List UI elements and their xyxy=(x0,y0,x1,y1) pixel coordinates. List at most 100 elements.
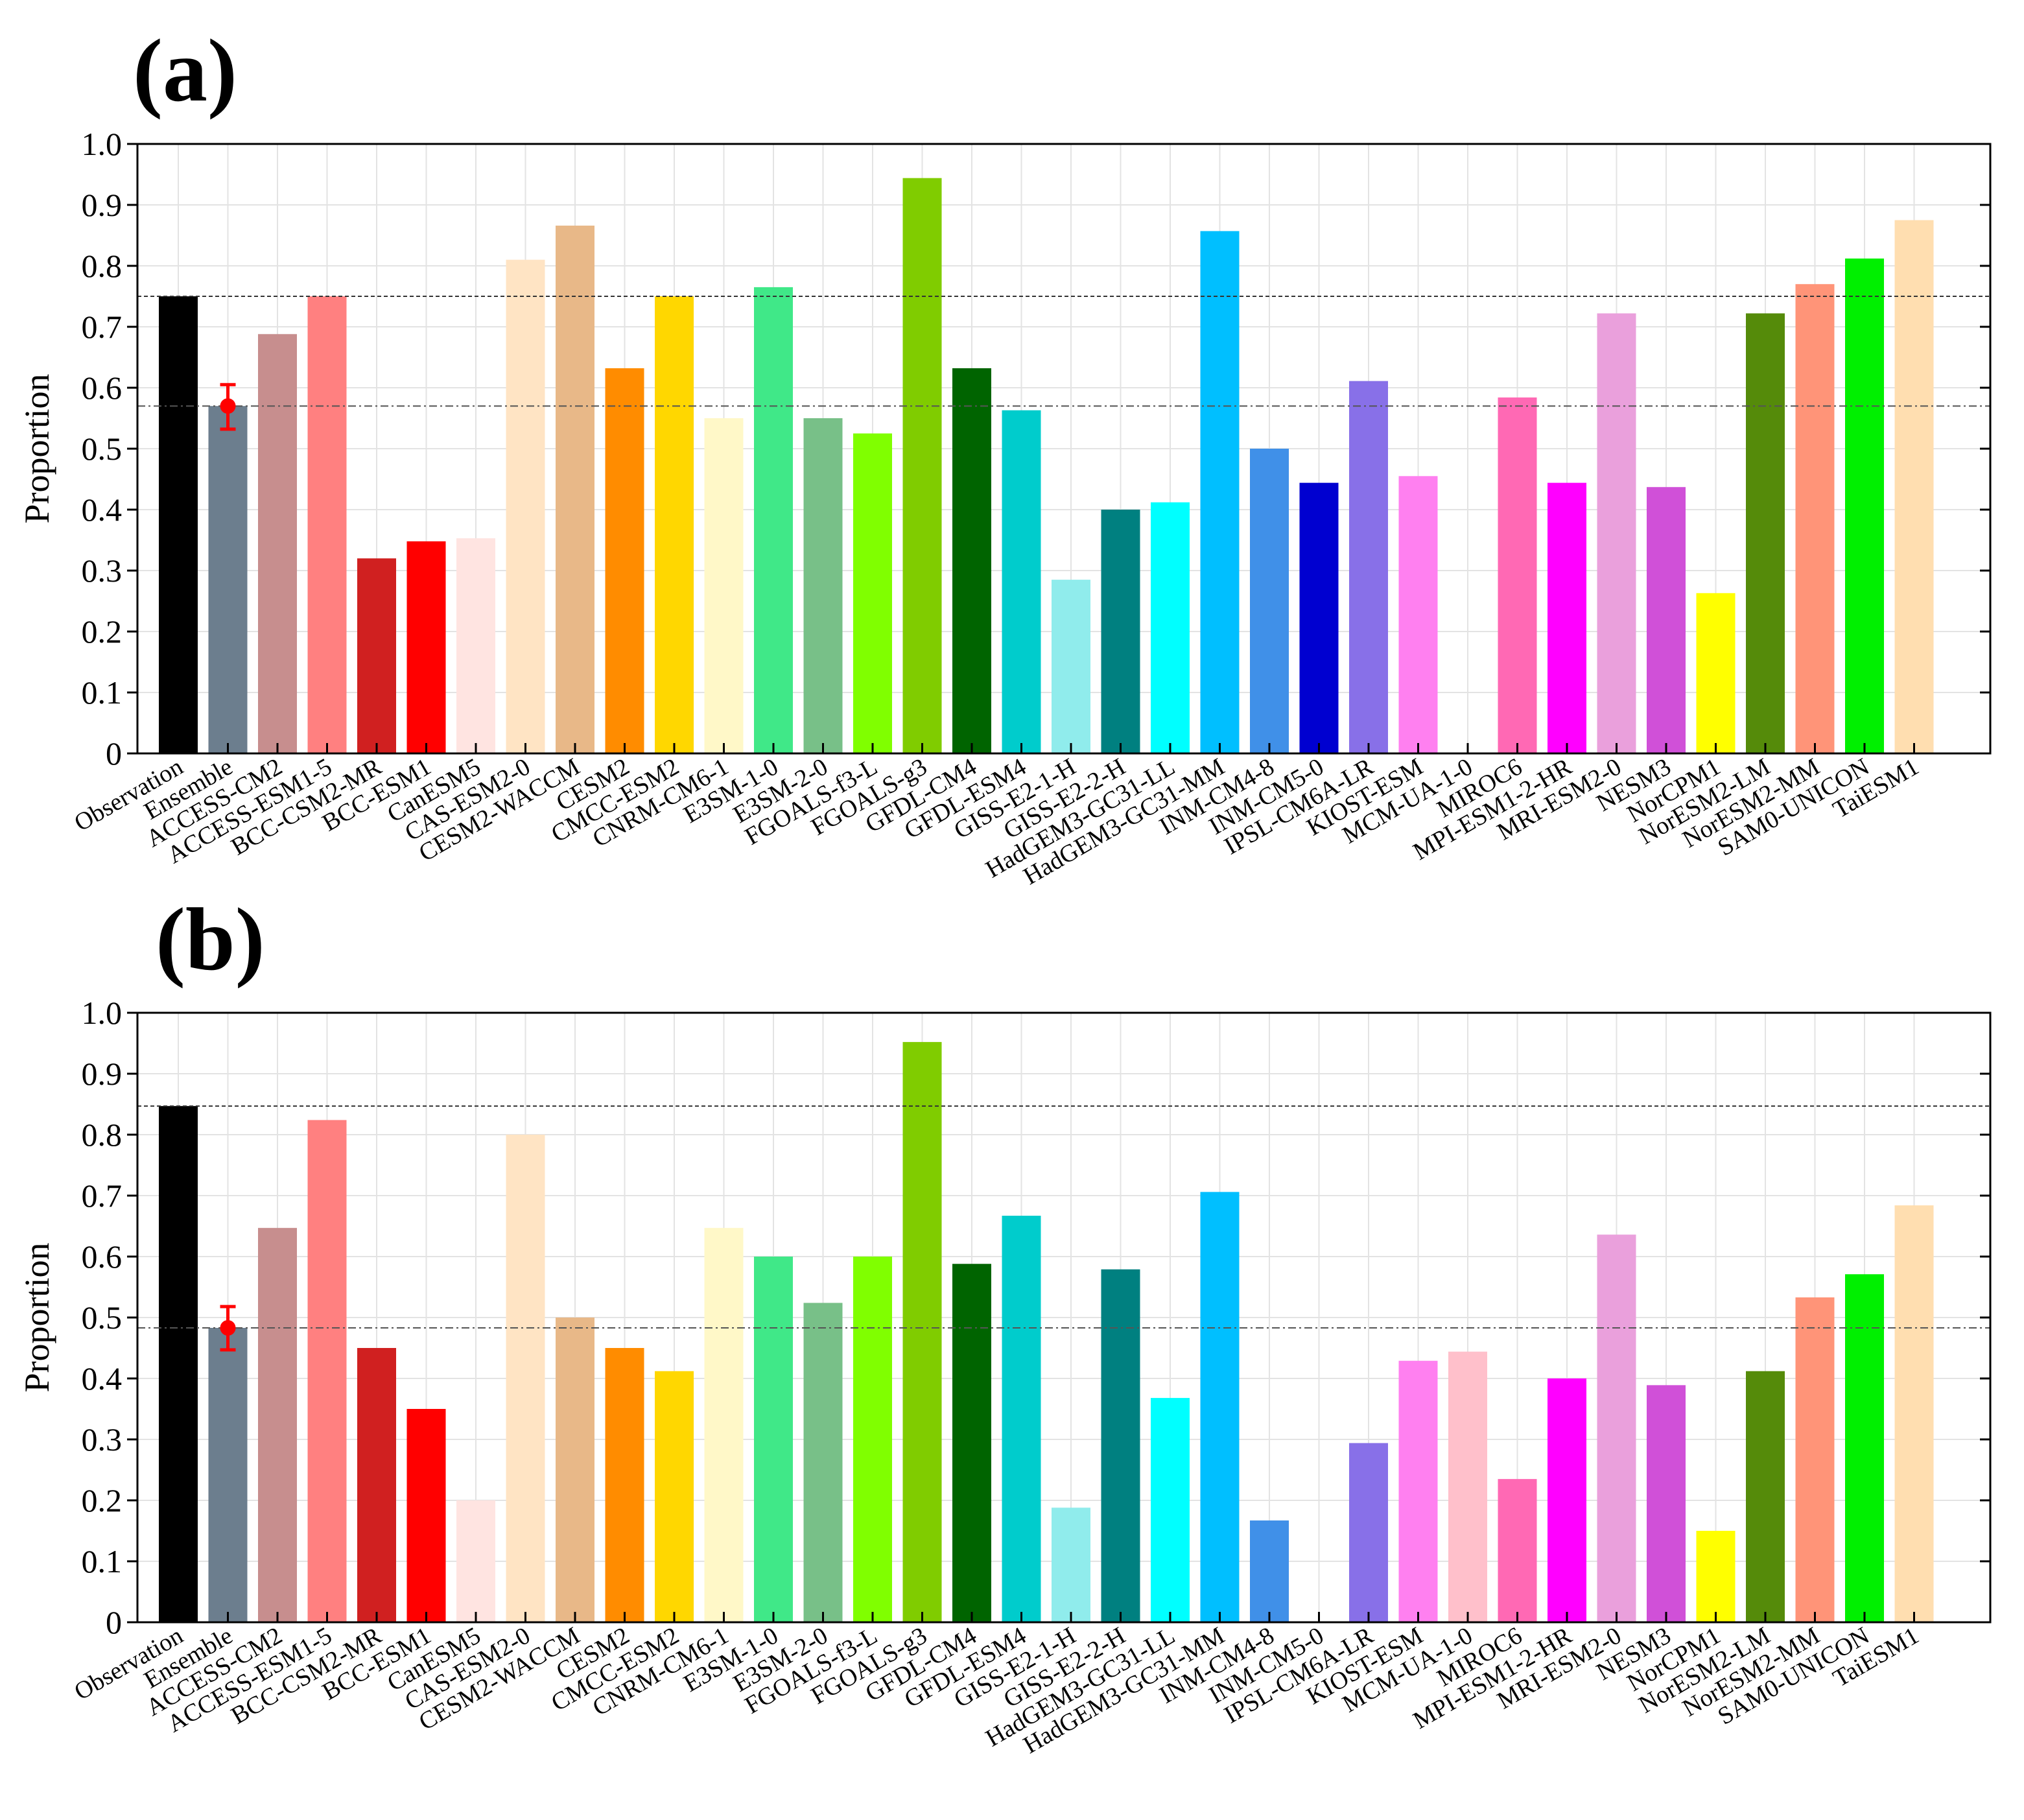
bar-ipsl-cm6a-lr xyxy=(1349,381,1388,753)
panel-label: (b) xyxy=(156,890,265,989)
chart-panel-b: (b) Proportion 0 0.1 0.2 0.3 0.4 0.5 0.6 0.7 0.8… xyxy=(18,890,1992,1759)
y-tick-label: 0 xyxy=(106,1604,122,1640)
y-tick-label: 0.8 xyxy=(82,1117,123,1153)
plot-frame xyxy=(136,143,1992,755)
bar-gfdl-cm4 xyxy=(952,368,991,753)
bar-cmcc-esm2 xyxy=(655,296,694,753)
y-tick-label: 0 xyxy=(106,735,122,772)
bar-nesm3 xyxy=(1647,487,1686,753)
bar-observation xyxy=(159,296,198,753)
bar-noresm2-lm xyxy=(1746,1371,1785,1622)
y-tick-label: 0.2 xyxy=(82,1482,123,1519)
y-tick-label: 0.7 xyxy=(82,309,123,345)
bar-cas-esm2-0 xyxy=(506,1135,545,1622)
bar-gfdl-esm4 xyxy=(1002,1216,1041,1622)
bar-ensemble xyxy=(208,1327,248,1622)
chart-panel-a: (a) Proportion 0 0.1 0.2 0.3 0.4 0.5 0.6 0.7 0.8… xyxy=(18,21,1992,890)
bar-mri-esm2-0 xyxy=(1597,313,1636,753)
bar-nesm3 xyxy=(1647,1385,1686,1622)
bar-noresm2-mm xyxy=(1795,1297,1835,1622)
bar-sam0-unicon xyxy=(1845,1274,1884,1622)
bar-cesm2-waccm xyxy=(556,1318,594,1622)
y-tick-label: 0.8 xyxy=(82,248,123,284)
bar-bcc-esm1 xyxy=(406,1409,446,1622)
bar-cmcc-esm2 xyxy=(655,1371,694,1622)
bar-gfdl-esm4 xyxy=(1002,410,1041,753)
bar-norcpm1 xyxy=(1696,1531,1736,1622)
bar-fgoals-g3 xyxy=(902,1042,942,1622)
bar-giss-e2-2-h xyxy=(1101,1269,1140,1622)
bar-cesm2-waccm xyxy=(556,225,594,754)
bar-miroc6 xyxy=(1498,1479,1537,1622)
y-tick-label: 0.9 xyxy=(82,1056,123,1092)
y-tick-label: 0.6 xyxy=(82,1238,123,1275)
bar-canesm5 xyxy=(456,1500,495,1622)
error-bar-center-point xyxy=(220,1319,236,1336)
bar-access-esm1-5 xyxy=(307,1120,347,1622)
bar-miroc6 xyxy=(1498,397,1537,753)
bar-cnrm-cm6-1 xyxy=(704,418,744,753)
bar-fgoals-g3 xyxy=(902,178,942,753)
y-tick-label: 0.4 xyxy=(82,491,123,528)
bar-giss-e2-1-h xyxy=(1052,580,1090,753)
bar-mpi-esm1-2-hr xyxy=(1547,1378,1586,1622)
bar-hadgem3-gc31-mm xyxy=(1200,1192,1240,1622)
y-tick-label: 0.5 xyxy=(82,431,123,467)
y-tick-label: 0.1 xyxy=(82,674,123,711)
y-tick-label: 0.4 xyxy=(82,1360,123,1397)
bar-canesm5 xyxy=(456,538,495,753)
bar-mri-esm2-0 xyxy=(1597,1235,1636,1622)
bar-kiost-esm xyxy=(1398,1360,1438,1622)
bar-inm-cm4-8 xyxy=(1250,1520,1289,1622)
bar-observation xyxy=(159,1105,198,1622)
bar-kiost-esm xyxy=(1398,476,1438,753)
bar-giss-e2-2-h xyxy=(1101,510,1140,753)
y-tick-label: 0.5 xyxy=(82,1299,123,1336)
bar-hadgem3-gc31-mm xyxy=(1200,231,1240,753)
y-tick-label: 1.0 xyxy=(82,126,123,162)
bar-mpi-esm1-2-hr xyxy=(1547,482,1586,753)
bar-cesm2 xyxy=(605,368,644,753)
bar-fgoals-f3-l xyxy=(853,433,892,753)
bar-ipsl-cm6a-lr xyxy=(1349,1443,1388,1622)
y-tick-label: 0.1 xyxy=(82,1543,123,1579)
bar-ensemble xyxy=(208,406,248,753)
bar-taiesm1 xyxy=(1894,1205,1934,1622)
y-tick-label: 0.2 xyxy=(82,613,123,650)
bar-hadgem3-gc31-ll xyxy=(1151,1398,1190,1622)
bar-noresm2-mm xyxy=(1795,284,1835,753)
y-tick-label: 0.6 xyxy=(82,370,123,406)
bar-e3sm-2-0 xyxy=(803,1303,843,1622)
y-tick-label: 0.7 xyxy=(82,1177,123,1214)
bar-bcc-csm2-mr xyxy=(357,558,396,753)
y-tick-label: 0.3 xyxy=(82,1421,123,1458)
y-tick-label: 1.0 xyxy=(82,995,123,1031)
plot-frame xyxy=(136,1011,1992,1624)
bar-taiesm1 xyxy=(1894,220,1934,753)
bar-norcpm1 xyxy=(1696,593,1736,753)
bar-cnrm-cm6-1 xyxy=(704,1227,744,1622)
bar-access-cm2 xyxy=(258,334,297,753)
bar-inm-cm5-0 xyxy=(1299,482,1339,753)
bar-sam0-unicon xyxy=(1845,258,1884,754)
bar-e3sm-1-0 xyxy=(754,1257,793,1622)
bar-inm-cm4-8 xyxy=(1250,449,1289,753)
bar-gfdl-cm4 xyxy=(952,1264,991,1622)
bar-noresm2-lm xyxy=(1746,313,1785,753)
bar-fgoals-f3-l xyxy=(853,1257,892,1622)
bar-e3sm-2-0 xyxy=(803,418,843,753)
bar-access-cm2 xyxy=(258,1227,297,1622)
bar-access-esm1-5 xyxy=(307,296,347,753)
bar-bcc-esm1 xyxy=(406,541,446,753)
panel-label: (a) xyxy=(133,21,237,120)
y-tick-label: 0.3 xyxy=(82,552,123,589)
bar-cas-esm2-0 xyxy=(506,259,545,754)
error-bar-center-point xyxy=(220,398,236,414)
y-axis-label: Proportion xyxy=(18,1242,56,1392)
bar-cesm2 xyxy=(605,1348,644,1622)
y-tick-label: 0.9 xyxy=(82,187,123,223)
bar-giss-e2-1-h xyxy=(1052,1507,1090,1622)
bar-mcm-ua-1-0 xyxy=(1448,1351,1487,1622)
y-axis-label: Proportion xyxy=(18,373,56,523)
